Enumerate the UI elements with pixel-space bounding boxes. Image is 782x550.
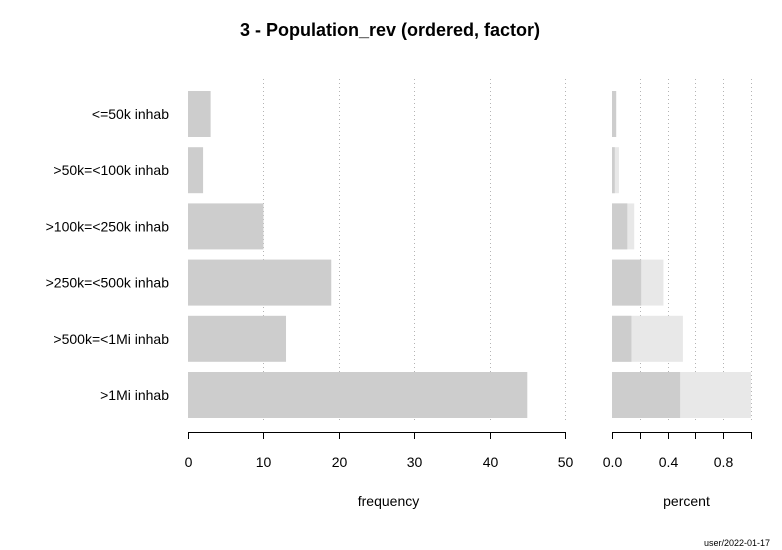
bar-percent-s1-1 [612, 147, 619, 194]
bar-percent-s0-3 [612, 259, 642, 306]
category-label-5: >1Mi inhab [100, 387, 169, 403]
frequency-tick-label-3: 30 [407, 454, 423, 470]
percent-axis-label: percent [663, 493, 710, 509]
category-label-3: >250k=<500k inhab [46, 275, 170, 291]
footer-note: user/2022-01-17 [704, 538, 770, 548]
category-label-1: >50k=<100k inhab [53, 162, 169, 178]
percent-tick-label-0: 0.0 [603, 454, 623, 470]
bar-frequency-2 [188, 203, 264, 250]
percent-tick-label-2: 0.8 [714, 454, 734, 470]
bar-percent-s0-1 [612, 147, 615, 194]
frequency-axis-label: frequency [358, 493, 419, 509]
bar-frequency-1 [188, 147, 204, 194]
bar-percent-s0-0 [612, 91, 617, 137]
bar-percent-s0-5 [612, 372, 681, 418]
percent-panel: 0.0 0.4 0.8 [603, 79, 752, 470]
bar-frequency-5 [188, 372, 528, 418]
chart-title: 3 - Population_rev (ordered, factor) [240, 20, 540, 40]
frequency-tick-label-4: 40 [483, 454, 499, 470]
frequency-panel: 0 10 20 30 40 50 [185, 79, 574, 470]
bar-percent-s0-2 [612, 203, 628, 250]
frequency-tick-label-1: 10 [256, 454, 272, 470]
bar-frequency-4 [188, 315, 287, 362]
frequency-tick-label-0: 0 [185, 454, 193, 470]
frequency-tick-label-5: 50 [558, 454, 574, 470]
category-label-2: >100k=<250k inhab [46, 218, 170, 234]
category-label-0: <=50k inhab [92, 106, 169, 122]
bar-percent-s0-4 [612, 315, 632, 362]
bar-frequency-3 [188, 259, 332, 306]
category-label-4: >500k=<1Mi inhab [53, 331, 169, 347]
percent-tick-label-1: 0.4 [659, 454, 679, 470]
bar-frequency-0 [188, 91, 211, 137]
frequency-tick-label-2: 20 [332, 454, 348, 470]
category-labels: <=50k inhab >50k=<100k inhab >100k=<250k i… [46, 106, 170, 403]
